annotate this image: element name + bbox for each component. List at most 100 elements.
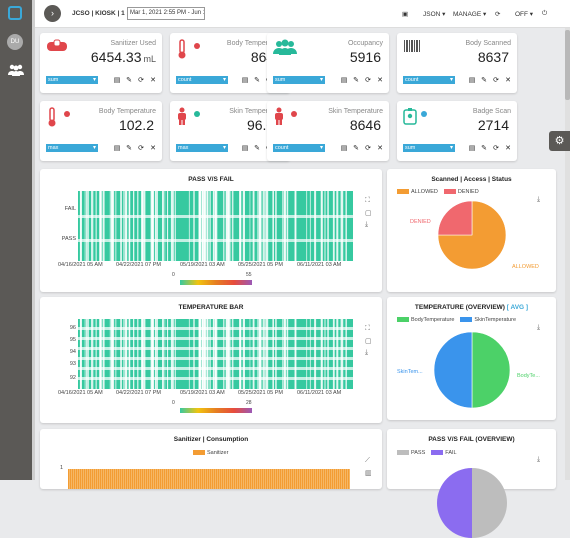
stripe-mark	[232, 191, 234, 261]
close-icon[interactable]: ✕	[505, 77, 511, 84]
legend-item[interactable]: BodyTemperature	[397, 317, 454, 323]
chart-title: TEMPERATURE (OVERVIEW) [ AVG ]	[387, 304, 556, 311]
document-icon[interactable]: ▤	[340, 145, 348, 152]
json-dropdown[interactable]: JSON ▾	[423, 11, 446, 18]
legend-item[interactable]: ALLOWED	[397, 189, 438, 195]
stripe-mark	[154, 191, 157, 261]
crop-icon[interactable]: ⛶	[365, 197, 370, 204]
pie-slice[interactable]	[471, 331, 511, 409]
group-nav-icon[interactable]	[7, 64, 25, 78]
close-icon[interactable]: ✕	[150, 77, 156, 84]
edit-icon[interactable]: ✎	[126, 145, 132, 152]
kpi-number: 2714	[477, 117, 509, 133]
chart-title: Sanitizer | Consumption	[173, 436, 249, 443]
edit-icon[interactable]: ✎	[126, 77, 132, 84]
refresh-icon[interactable]: ⟳	[365, 77, 371, 84]
line-chart-icon[interactable]: ⟋	[365, 457, 370, 464]
aggregation-select[interactable]: count	[176, 76, 228, 84]
bar-chart-icon[interactable]: ▥	[365, 470, 372, 477]
document-icon[interactable]: ▤	[113, 145, 121, 152]
document-icon[interactable]: ▤	[468, 77, 476, 84]
download-icon[interactable]: ⤓	[537, 456, 541, 463]
edit-icon[interactable]: ✎	[254, 77, 260, 84]
save-icon[interactable]: ▣	[402, 11, 409, 18]
manage-dropdown[interactable]: MANAGE ▾	[453, 11, 487, 18]
settings-gear-button[interactable]: ⚙	[549, 131, 570, 151]
stripe-mark	[206, 319, 209, 389]
stripe-mark	[294, 319, 297, 389]
download-icon[interactable]: ⤓	[537, 324, 541, 331]
color-scale[interactable]	[180, 280, 252, 285]
document-icon[interactable]: ▤	[468, 145, 476, 152]
edit-icon[interactable]: ✎	[353, 77, 359, 84]
refresh-icon[interactable]: ⟳	[493, 145, 499, 152]
pie-chart[interactable]	[437, 468, 507, 538]
document-icon[interactable]: ▤	[340, 77, 348, 84]
crop-icon[interactable]: ⛶	[365, 325, 370, 332]
document-icon[interactable]: ▤	[241, 145, 249, 152]
edit-icon[interactable]: ✎	[481, 145, 487, 152]
document-icon[interactable]: ▤	[113, 77, 121, 84]
row-gap	[78, 347, 353, 350]
pie-chart[interactable]	[387, 169, 556, 292]
back-button[interactable]: ›	[44, 5, 61, 22]
legend-item[interactable]: FAIL	[431, 450, 457, 456]
scrollbar-track[interactable]	[565, 28, 570, 480]
refresh-icon[interactable]: ⟳	[495, 11, 501, 18]
close-icon[interactable]: ✕	[377, 145, 383, 152]
download-icon[interactable]: ⤓	[365, 349, 369, 356]
color-scale[interactable]	[180, 408, 252, 413]
legend-item[interactable]: PASS	[397, 450, 425, 456]
pie-slice[interactable]	[433, 331, 473, 409]
refresh-icon[interactable]: ⟳	[138, 145, 144, 152]
edit-icon[interactable]: ✎	[481, 77, 487, 84]
refresh-icon[interactable]: ⟳	[365, 145, 371, 152]
document-icon[interactable]: ▤	[241, 77, 249, 84]
stripe-mark	[123, 191, 124, 261]
aggregation-select[interactable]: sum	[46, 76, 98, 84]
aggregation-select[interactable]: count	[403, 76, 455, 84]
legend-item[interactable]: SkinTemperature	[460, 317, 516, 323]
chart-title-text: Scanned | Access | Status	[431, 176, 512, 183]
legend-swatch	[431, 450, 444, 456]
user-avatar[interactable]: DU	[7, 34, 23, 50]
refresh-icon[interactable]: ⟳	[493, 77, 499, 84]
download-icon[interactable]: ⤓	[537, 196, 541, 203]
kpi-number: 8637	[477, 49, 509, 65]
stripe-chart[interactable]	[78, 191, 378, 291]
stripe-mark	[164, 319, 166, 389]
stripe-chart[interactable]	[78, 319, 378, 419]
area-series[interactable]	[68, 469, 350, 489]
aggregation-select[interactable]: count	[273, 144, 325, 152]
pie-chart[interactable]	[387, 297, 556, 420]
stripe-mark	[200, 319, 202, 389]
stripe-mark	[86, 319, 88, 389]
close-icon[interactable]: ✕	[377, 77, 383, 84]
folder-icon[interactable]: ▢	[365, 338, 372, 345]
folder-icon[interactable]: ▢	[365, 210, 372, 217]
edit-icon[interactable]: ✎	[353, 145, 359, 152]
off-label: OFF	[515, 11, 528, 18]
scrollbar-thumb[interactable]	[565, 30, 570, 100]
sidebar: DU	[0, 0, 32, 480]
close-icon[interactable]: ✕	[505, 145, 511, 152]
kiosk-title[interactable]: JCSO | KIOSK | 1	[72, 10, 125, 17]
stripe-mark	[137, 319, 139, 389]
refresh-icon[interactable]: ⟳	[138, 77, 144, 84]
aggregation-select[interactable]: max	[46, 144, 98, 152]
pie-slice[interactable]	[437, 200, 473, 236]
power-icon[interactable]: ⏻	[542, 10, 548, 17]
stripe-mark	[102, 191, 105, 261]
hands-icon	[46, 39, 68, 55]
download-icon[interactable]: ⤓	[365, 221, 369, 228]
aggregation-select[interactable]: sum	[273, 76, 325, 84]
stripe-mark	[174, 191, 176, 261]
date-range-input[interactable]: Mar 1, 2021 2:55 PM - Jun 1	[127, 7, 205, 20]
close-icon[interactable]: ✕	[150, 145, 156, 152]
aggregation-select[interactable]: max	[176, 144, 228, 152]
aggregation-select[interactable]: sum	[403, 144, 455, 152]
off-dropdown[interactable]: OFF ▾	[515, 11, 534, 18]
stripe-mark	[170, 191, 173, 261]
edit-icon[interactable]: ✎	[254, 145, 260, 152]
legend-item[interactable]: DENIED	[443, 189, 479, 195]
